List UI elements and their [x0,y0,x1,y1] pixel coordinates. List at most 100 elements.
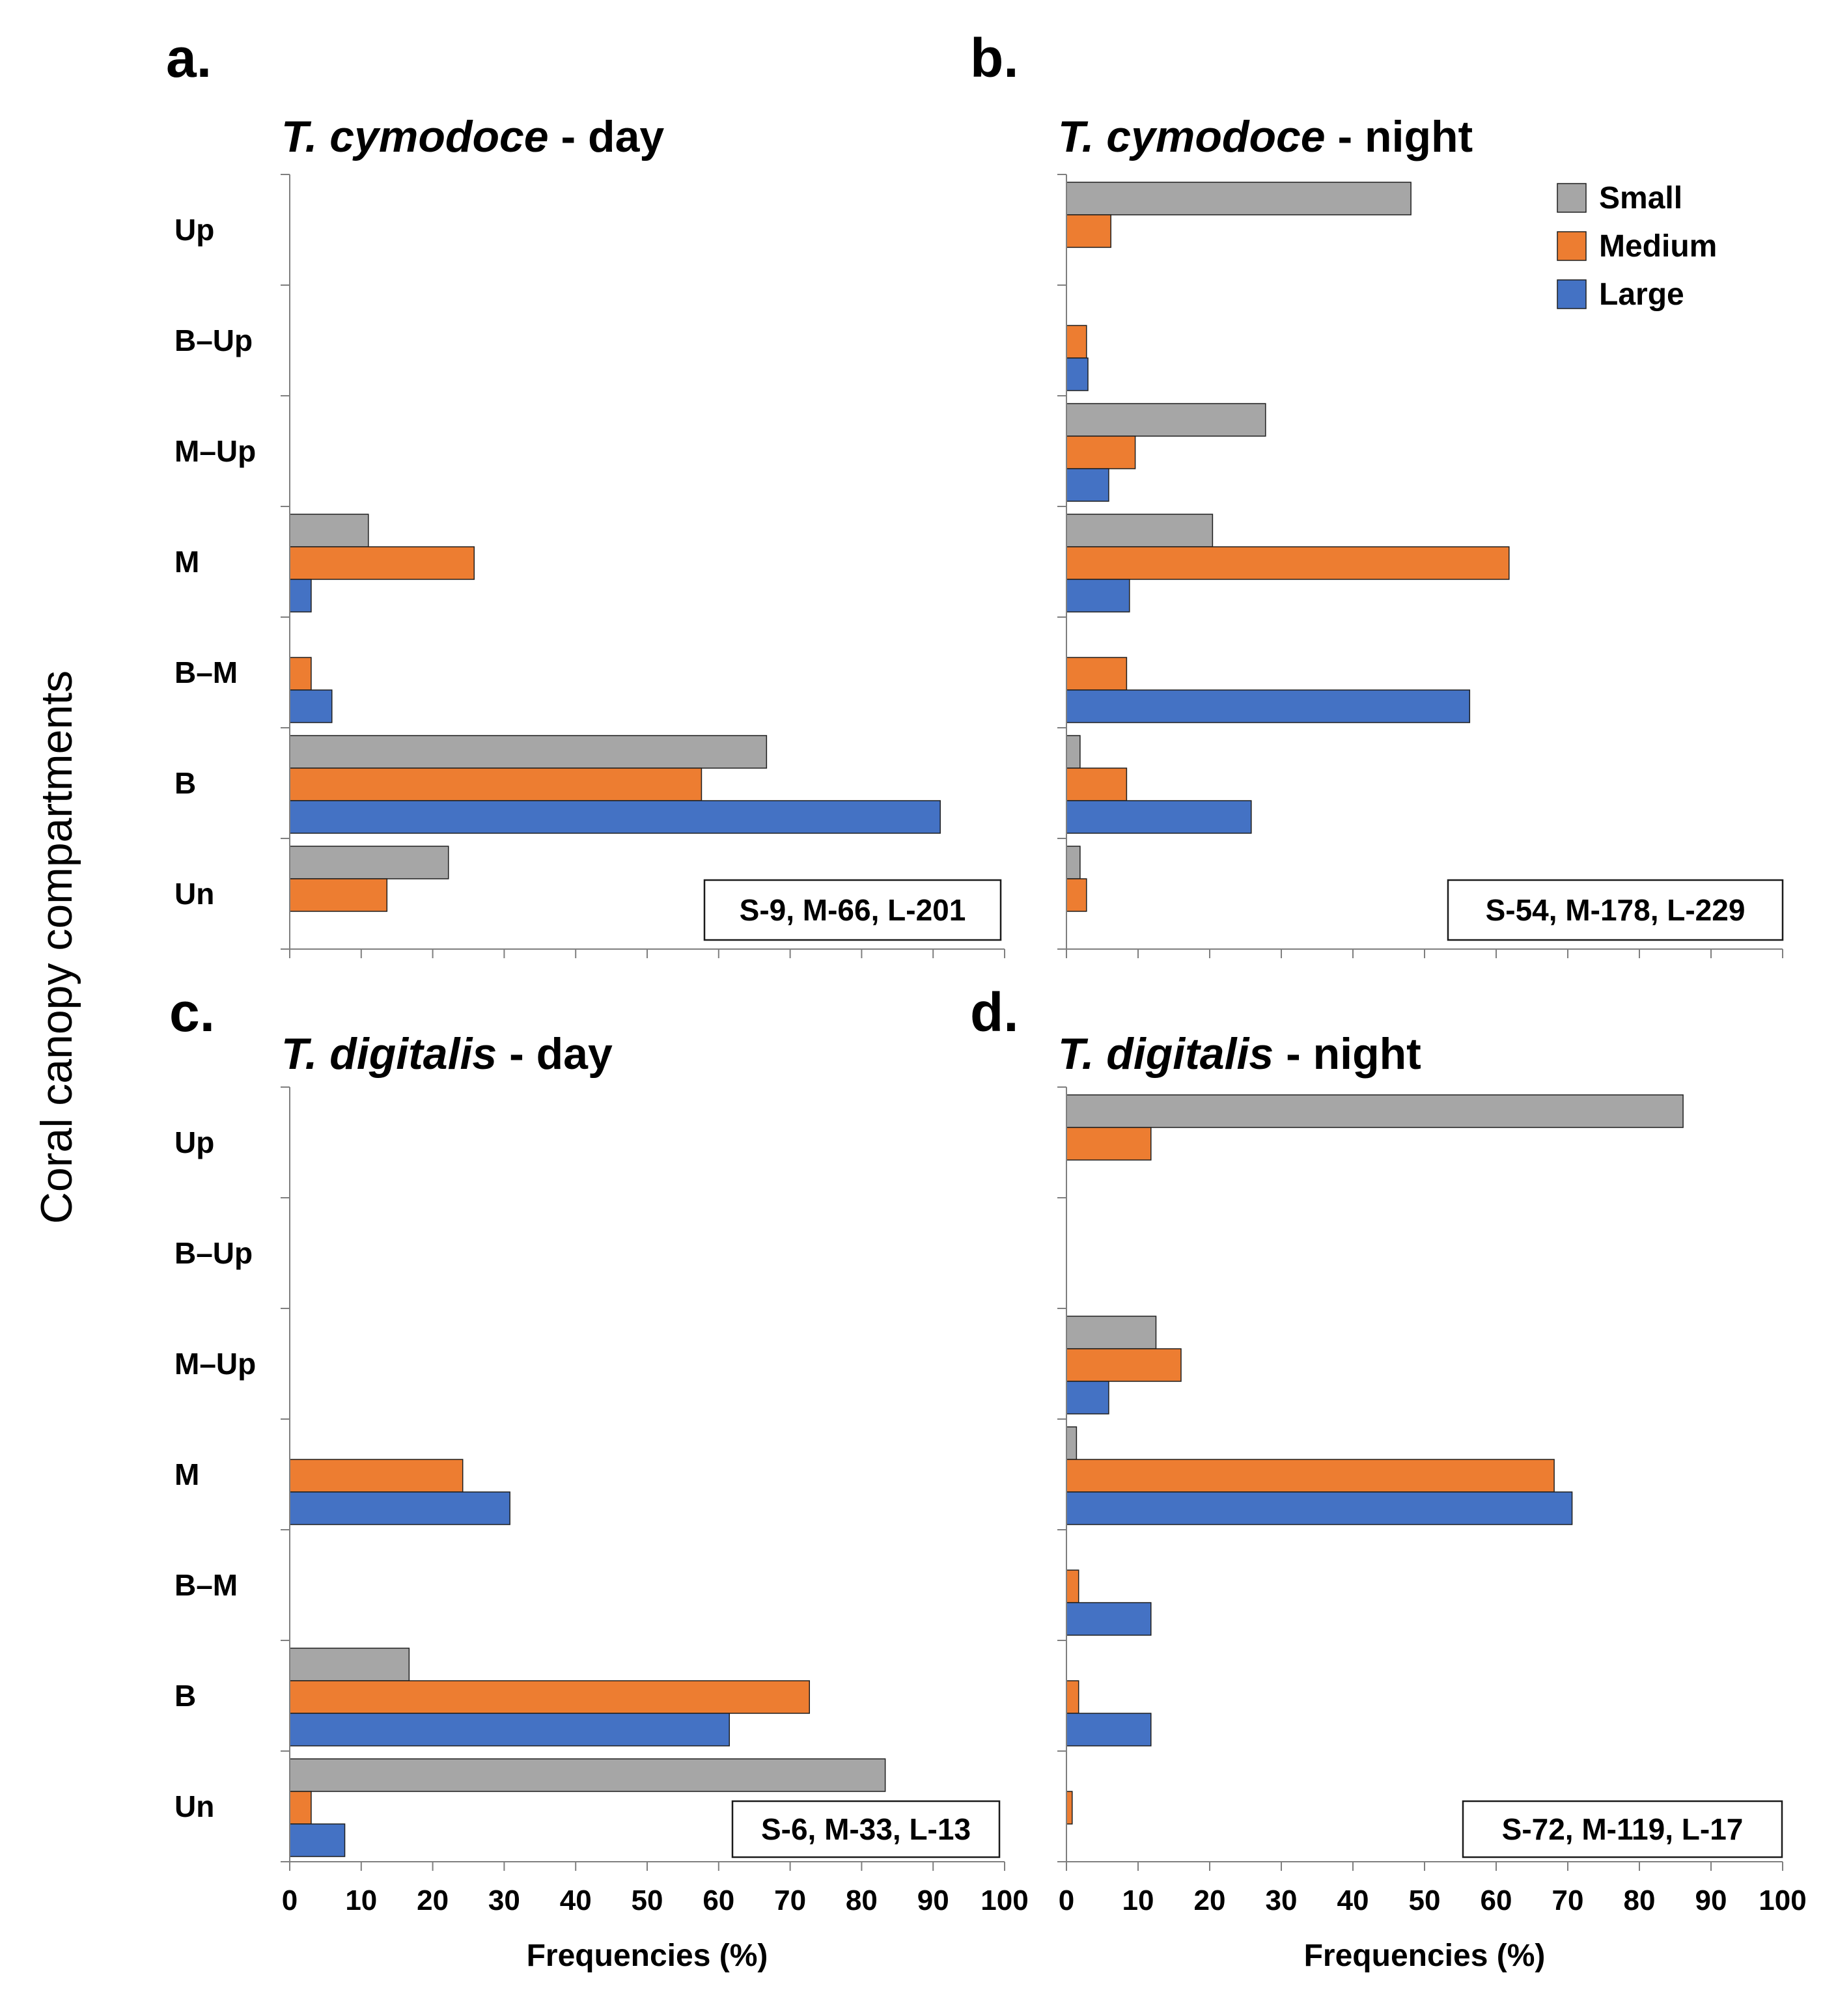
x-tick-label: 60 [703,1885,734,1916]
y-axis-title: Coral canopy compartments [32,670,81,1224]
bar-small-6 [289,846,449,879]
panel-b: b. T. cymodoce - night S-54, M-178, L-229 [970,27,1784,958]
x-tick-label: 0 [1059,1885,1074,1916]
x-tick-label: 70 [1552,1885,1584,1916]
sample-size-box [703,879,1002,941]
panel-title: T. digitalis - day [281,1029,613,1079]
bar-medium-4 [1066,657,1128,691]
sample-size-text: S-54, M-178, L-229 [1486,893,1746,927]
panel-d: d. T. digitalis - night 0 10 20 30 40 50 60 70 80 9… [970,982,1807,1973]
x-tick-label: 10 [345,1885,377,1916]
title-suffix: - night [1326,112,1473,161]
legend-label-medium: Medium [1599,229,1717,264]
x-tick-label: 20 [1194,1885,1226,1916]
legend: Small Medium Large [1557,181,1717,312]
bar-medium-6 [289,1791,312,1825]
category-label: B [174,1679,196,1713]
x-axis-title: Frequencies (%) [1304,1939,1546,1973]
panel-title: T. cymodoce - day [281,112,664,161]
sample-size-box [1447,879,1784,941]
bar-medium-2 [1066,1348,1182,1382]
bar-small-3 [1066,1426,1078,1460]
x-tick-label: 40 [560,1885,592,1916]
bar-small-3 [289,514,369,547]
x-axis-title: Frequencies (%) [527,1939,768,1973]
bar-medium-0 [1066,214,1111,248]
bar-large-4 [1066,689,1471,723]
category-label: M–Up [174,1347,256,1381]
category-label: M–Up [174,434,256,468]
title-suffix: - day [497,1029,613,1079]
bar-large-3 [1066,579,1130,613]
panel-letter: b. [970,27,1019,89]
category-label: Un [174,1789,214,1823]
bar-large-5 [289,800,941,834]
x-tick-label: 90 [1695,1885,1727,1916]
bar-small-0 [1066,182,1412,215]
bar-medium-5 [289,767,703,801]
bar-medium-2 [1066,435,1136,469]
category-label: Up [174,1125,214,1159]
x-tick-label: 30 [488,1885,520,1916]
bar-large-3 [1066,1491,1573,1525]
bar-medium-5 [1066,767,1128,801]
sample-size-box [1462,1800,1783,1858]
x-tick-label: 100 [1759,1885,1806,1916]
bar-medium-6 [1066,878,1087,912]
legend-swatch-large [1557,279,1587,309]
bar-medium-4 [289,657,312,691]
category-label: Un [174,877,214,911]
bar-large-5 [1066,800,1252,834]
bar-medium-0 [1066,1127,1152,1161]
x-tick-label: 20 [417,1885,449,1916]
sample-size-text: S-9, M-66, L-201 [740,893,966,927]
bar-medium-3 [1066,1459,1555,1493]
bar-large-1 [1066,357,1089,391]
x-tick-label: 50 [1409,1885,1441,1916]
bar-small-5 [289,735,768,769]
title-suffix: - night [1273,1029,1421,1079]
x-tick-label: 100 [981,1885,1028,1916]
bar-large-2 [1066,1381,1109,1415]
x-tick-label: 70 [774,1885,806,1916]
bar-large-3 [289,1491,510,1525]
legend-label-large: Large [1599,277,1684,312]
category-label: B [174,766,196,800]
panel-a: a. T. cymodoce - day Up B–Up M–Up M B–M B Un S-9,… [166,27,1005,958]
category-label: B–M [174,656,238,689]
title-species: T. digitalis [281,1029,497,1079]
panel-title: T. digitalis - night [1058,1029,1421,1079]
title-species: T. cymodoce [281,112,549,161]
bar-large-4 [1066,1602,1152,1636]
bar-large-3 [289,579,312,613]
bar-small-5 [1066,735,1081,769]
category-label: B–Up [174,1236,253,1270]
bar-medium-3 [289,546,475,580]
bar-medium-5 [289,1680,810,1714]
panel-c: c. T. digitalis - day Up B–Up M–Up M B–M B Un 0 10… [169,982,1029,1973]
panel-letter: d. [970,982,1019,1043]
x-tick-label: 40 [1337,1885,1369,1916]
bar-small-3 [1066,514,1214,547]
bar-small-5 [289,1648,410,1681]
category-label: B–Up [174,324,253,357]
category-label: B–M [174,1568,238,1602]
category-label: Up [174,213,214,247]
bar-medium-1 [1066,325,1087,359]
bar-medium-6 [1066,1791,1073,1825]
bar-large-2 [1066,468,1109,502]
bar-small-6 [1066,846,1081,879]
bar-medium-5 [1066,1680,1079,1714]
x-tick-label: 80 [846,1885,878,1916]
legend-label-small: Small [1599,181,1682,215]
bar-small-6 [289,1758,886,1792]
x-tick-label: 90 [917,1885,949,1916]
x-tick-label: 0 [282,1885,298,1916]
x-tick-label: 30 [1266,1885,1298,1916]
bar-medium-3 [1066,546,1510,580]
bar-small-0 [1066,1094,1684,1128]
category-label: M [174,1457,199,1491]
title-species: T. cymodoce [1058,112,1326,161]
panel-letter: c. [169,982,215,1043]
